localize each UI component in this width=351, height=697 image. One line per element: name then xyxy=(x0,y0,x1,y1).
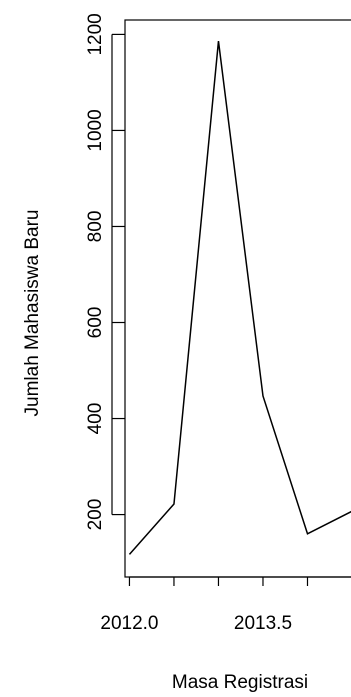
y-axis: 200 400 600 800 1000 1200 xyxy=(85,13,125,530)
x-axis-title: Masa Registrasi xyxy=(172,672,308,693)
series-layer xyxy=(128,41,351,555)
plot-frame xyxy=(124,19,351,578)
x-axis: 2012.0 2013.5 xyxy=(100,576,351,634)
y-tick-label-2: 400 xyxy=(85,403,106,435)
y-tick-label-4: 800 xyxy=(85,211,106,243)
y-tick-label-3: 600 xyxy=(85,307,106,339)
x-tick-label-2: 2013.5 xyxy=(234,613,292,634)
plot-border xyxy=(124,19,351,578)
y-axis-title: Jumlah Mahasiswa Baru xyxy=(22,210,43,417)
series-line-1 xyxy=(128,41,351,555)
x-tick-label-1: 2012.0 xyxy=(100,613,158,634)
y-tick-label-5: 1000 xyxy=(85,109,106,151)
y-tick-label-6: 1200 xyxy=(85,13,106,55)
y-tick-label-1: 200 xyxy=(85,499,106,531)
